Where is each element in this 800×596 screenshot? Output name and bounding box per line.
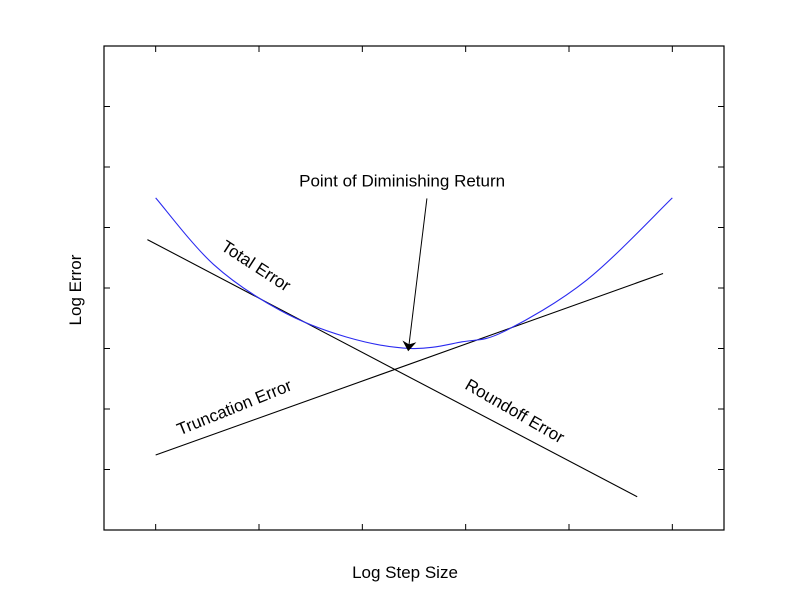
annotation-arrow: [402, 198, 428, 352]
roundoff-error-line: [147, 239, 638, 498]
y-axis-label: Log Error: [66, 254, 85, 325]
truncation-error-label: Truncation Error: [174, 376, 295, 440]
total-error-line: [155, 197, 673, 350]
truncation-error-line: [155, 272, 664, 456]
annotation-label: Point of Diminishing Return: [299, 171, 505, 190]
total-error-label: Total Error: [218, 237, 294, 296]
plot-frame: [103, 45, 725, 531]
roundoff-error-label: Roundoff Error: [462, 375, 568, 447]
x-axis-label: Log Step Size: [352, 563, 458, 582]
